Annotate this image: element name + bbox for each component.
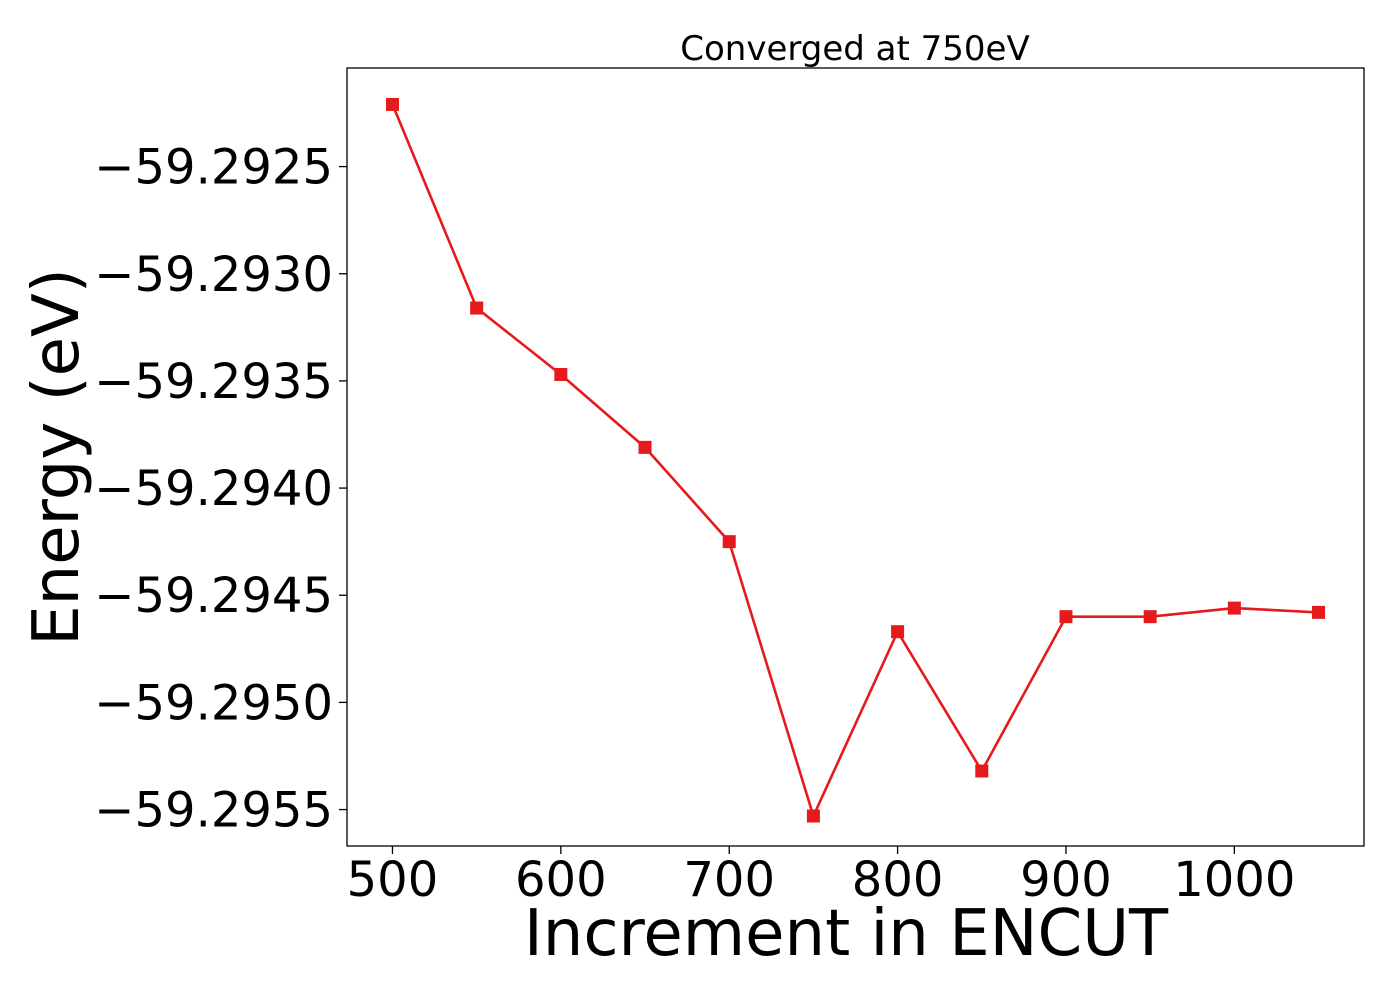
series-line bbox=[391, 103, 1319, 818]
data-point bbox=[722, 535, 736, 549]
data-point bbox=[638, 440, 652, 454]
y-axis-ticks: −59.2925 −59.2930 −59.2935 −59.2940 −59.2945… bbox=[94, 140, 347, 839]
y-tick-label: −59.2940 bbox=[94, 461, 333, 517]
data-point bbox=[975, 764, 989, 778]
y-axis-label: Energy (eV) bbox=[20, 268, 94, 646]
x-tick-label: 800 bbox=[852, 852, 944, 908]
x-tick-label: 700 bbox=[683, 852, 775, 908]
x-tick-label: 900 bbox=[1020, 852, 1112, 908]
plot-frame bbox=[346, 67, 1365, 847]
y-tick-label: −59.2950 bbox=[94, 675, 333, 731]
data-point bbox=[1143, 610, 1157, 624]
x-tick-label: 500 bbox=[347, 852, 439, 908]
data-point bbox=[806, 809, 820, 823]
y-tick-label: −59.2930 bbox=[94, 247, 333, 303]
data-point bbox=[891, 625, 905, 639]
y-tick-label: −59.2935 bbox=[94, 354, 333, 410]
data-point bbox=[1059, 610, 1073, 624]
x-axis-ticks: 500 600 700 800 900 1000 bbox=[347, 846, 1295, 908]
x-axis-label: Increment in ENCUT bbox=[524, 897, 1169, 971]
data-point bbox=[554, 367, 568, 381]
chart-title: Converged at 750eV bbox=[680, 29, 1029, 69]
y-tick-label: −59.2955 bbox=[94, 783, 333, 839]
y-tick-label: −59.2925 bbox=[94, 140, 333, 196]
y-tick-label: −59.2945 bbox=[94, 568, 333, 624]
x-tick-label: 1000 bbox=[1173, 852, 1295, 908]
series-markers bbox=[385, 97, 1326, 823]
data-point bbox=[470, 301, 484, 315]
data-point bbox=[1227, 601, 1241, 615]
series-lines bbox=[391, 103, 1319, 818]
data-point bbox=[385, 97, 399, 111]
x-tick-label: 600 bbox=[515, 852, 607, 908]
data-point bbox=[1312, 605, 1326, 619]
